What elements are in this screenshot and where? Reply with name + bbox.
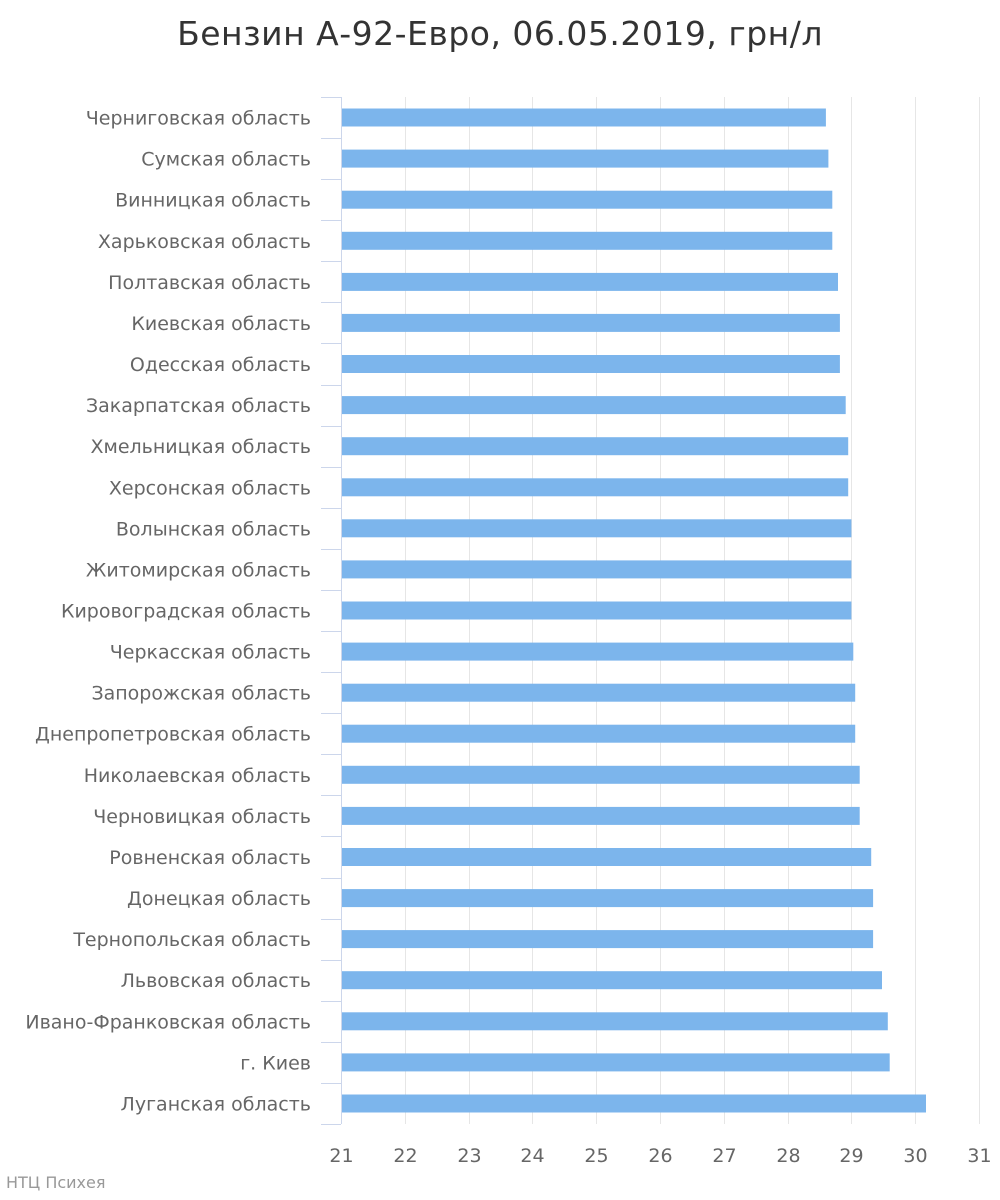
category-label: Луганская область bbox=[121, 1094, 311, 1116]
category-labels: Черниговская область Сумская область Винни… bbox=[25, 108, 311, 1116]
bar[interactable] bbox=[342, 642, 854, 661]
bar[interactable] bbox=[342, 231, 833, 250]
value-tick-label: 22 bbox=[393, 1145, 417, 1167]
bar[interactable] bbox=[342, 437, 849, 456]
category-label: Херсонская область bbox=[109, 477, 311, 499]
value-tick-label: 29 bbox=[839, 1145, 863, 1167]
category-label: Сумская область bbox=[141, 149, 311, 171]
bar[interactable] bbox=[342, 313, 840, 332]
value-tick-label: 30 bbox=[903, 1145, 927, 1167]
category-axis bbox=[321, 97, 342, 1125]
bars bbox=[342, 108, 926, 1113]
bar[interactable] bbox=[342, 683, 856, 702]
value-tick-label: 25 bbox=[584, 1145, 608, 1167]
bar[interactable] bbox=[342, 108, 826, 127]
value-tick-label: 28 bbox=[776, 1145, 800, 1167]
category-label: Кировоградская область bbox=[61, 601, 311, 623]
bar[interactable] bbox=[342, 1012, 888, 1031]
bar[interactable] bbox=[342, 601, 852, 620]
category-label: г. Киев bbox=[240, 1052, 311, 1074]
category-label: Ивано-Франковская область bbox=[25, 1011, 311, 1033]
category-label: Черкасская область bbox=[110, 642, 311, 664]
category-label: Житомирская область bbox=[86, 559, 311, 581]
bar[interactable] bbox=[342, 190, 833, 209]
value-tick-label: 26 bbox=[648, 1145, 672, 1167]
category-label: Киевская область bbox=[131, 313, 311, 335]
value-tick-label: 23 bbox=[457, 1145, 481, 1167]
category-label: Черниговская область bbox=[86, 108, 311, 130]
category-label: Закарпатская область bbox=[86, 395, 311, 417]
chart-title: Бензин А-92-Евро, 06.05.2019, грн/л bbox=[177, 14, 823, 53]
bar[interactable] bbox=[342, 519, 852, 538]
category-label: Харьковская область bbox=[98, 231, 311, 253]
bar[interactable] bbox=[342, 848, 872, 866]
category-label: Донецкая область bbox=[127, 888, 311, 910]
category-label: Львовская область bbox=[121, 970, 311, 992]
bar[interactable] bbox=[342, 1053, 890, 1072]
category-label: Хмельницкая область bbox=[90, 436, 311, 458]
value-tick-label: 24 bbox=[520, 1145, 544, 1167]
bar[interactable] bbox=[342, 478, 849, 497]
bar[interactable] bbox=[342, 930, 874, 949]
category-label: Волынская область bbox=[116, 518, 311, 540]
category-label: Ровненская область bbox=[109, 847, 311, 869]
category-label: Полтавская область bbox=[108, 272, 311, 294]
category-label: Одесская область bbox=[130, 354, 311, 376]
category-label: Тернопольская область bbox=[72, 929, 311, 951]
bar[interactable] bbox=[342, 1094, 926, 1113]
category-label: Днепропетровская область bbox=[35, 724, 311, 746]
category-label: Винницкая область bbox=[115, 190, 311, 212]
category-label: Черновицкая область bbox=[93, 806, 311, 828]
bar[interactable] bbox=[342, 560, 852, 579]
value-tick-label: 27 bbox=[712, 1145, 736, 1167]
value-tick-labels: 21 22 23 24 25 26 27 28 29 30 31 bbox=[329, 1145, 991, 1167]
bar[interactable] bbox=[342, 889, 874, 908]
bar[interactable] bbox=[342, 272, 838, 291]
chart-credit[interactable]: НТЦ Психея bbox=[6, 1173, 106, 1192]
category-label: Николаевская область bbox=[84, 765, 311, 787]
category-label: Запорожская область bbox=[91, 683, 311, 705]
value-tick-label: 21 bbox=[329, 1145, 353, 1167]
bar[interactable] bbox=[342, 396, 846, 415]
bar[interactable] bbox=[342, 971, 882, 990]
bar[interactable] bbox=[342, 355, 840, 373]
bar[interactable] bbox=[342, 724, 856, 743]
value-tick-label: 31 bbox=[967, 1145, 991, 1167]
bar[interactable] bbox=[342, 765, 860, 784]
bar[interactable] bbox=[342, 806, 860, 825]
bar[interactable] bbox=[342, 149, 829, 168]
